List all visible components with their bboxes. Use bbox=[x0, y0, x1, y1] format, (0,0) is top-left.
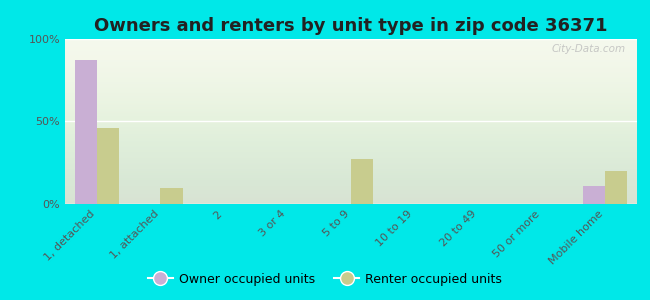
Bar bbox=[75, 60, 97, 204]
Bar bbox=[605, 171, 627, 204]
Text: City-Data.com: City-Data.com bbox=[551, 44, 625, 54]
Bar bbox=[161, 188, 183, 204]
Bar bbox=[351, 159, 373, 204]
Bar bbox=[97, 128, 119, 204]
Legend: Owner occupied units, Renter occupied units: Owner occupied units, Renter occupied un… bbox=[143, 268, 507, 291]
Title: Owners and renters by unit type in zip code 36371: Owners and renters by unit type in zip c… bbox=[94, 17, 608, 35]
Bar bbox=[583, 186, 605, 204]
